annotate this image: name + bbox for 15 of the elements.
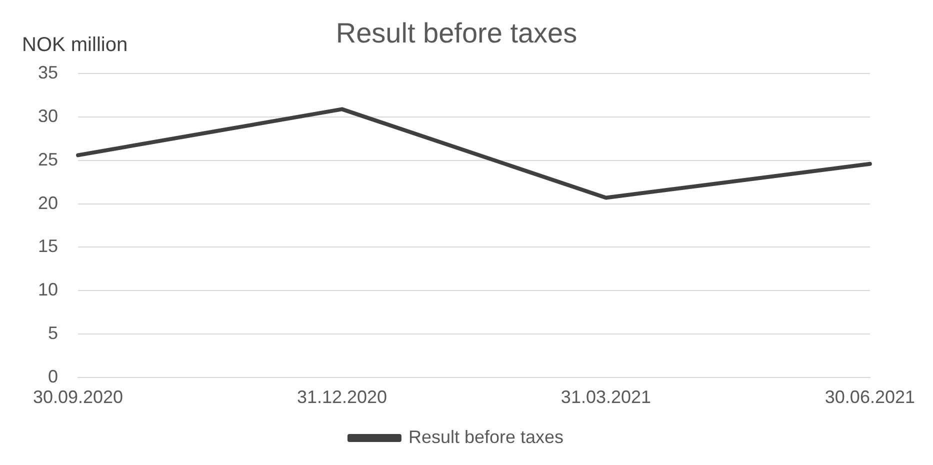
y-tick-label: 15	[38, 236, 58, 256]
y-tick-label: 10	[38, 280, 58, 300]
x-tick-label: 31.12.2020	[296, 387, 388, 408]
y-tick-label: 35	[38, 62, 58, 83]
y-axis-title: NOK million	[22, 34, 128, 56]
y-tick-label: 30	[38, 106, 58, 126]
y-tick-label: 25	[38, 149, 58, 170]
y-tick-label: 0	[48, 366, 58, 386]
x-tick-label: 30.09.2020	[32, 387, 124, 408]
y-tick-label: 20	[38, 192, 58, 213]
x-tick-label: 31.03.2021	[560, 387, 652, 408]
legend-label: Result before taxes	[408, 426, 564, 447]
y-tick-label: 5	[48, 322, 58, 343]
x-tick-label: 30.06.2021	[824, 387, 916, 408]
chart-title: Result before taxes	[336, 18, 578, 49]
